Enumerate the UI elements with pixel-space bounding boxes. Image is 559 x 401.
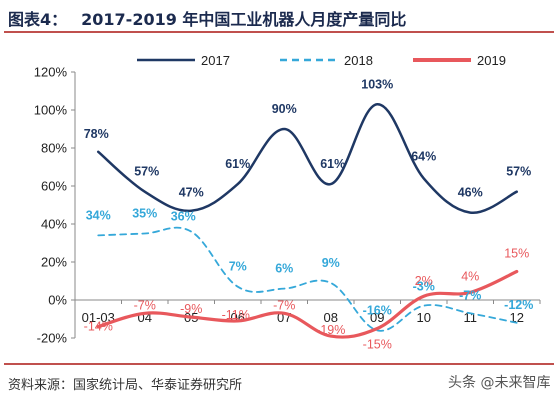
figure-title-text: 2017-2019 年中国工业机器人月度产量同比	[81, 10, 407, 29]
figure-title: 图表4： 2017-2019 年中国工业机器人月度产量同比	[8, 6, 406, 30]
data-label-2017: 47%	[179, 186, 204, 200]
y-tick-label: 0%	[48, 293, 67, 308]
data-label-2017: 61%	[225, 157, 250, 171]
title-divider	[4, 31, 554, 33]
data-label-2019: 2%	[415, 274, 433, 288]
data-label-2018: 35%	[132, 207, 157, 221]
y-tick-label: 40%	[41, 217, 67, 232]
data-label-2018: 9%	[322, 256, 340, 270]
data-label-2019: -15%	[363, 338, 392, 352]
x-tick-label: 11	[464, 310, 478, 325]
data-label-2018: -3%	[413, 280, 435, 294]
chart-axes: -20%0%20%40%60%80%100%120%01-03 04 05 06 07 0…	[34, 65, 541, 346]
data-label-2017: 46%	[458, 186, 483, 200]
x-tick-label: 08	[324, 310, 338, 325]
data-label-2017: 57%	[506, 165, 531, 179]
data-label-2017: 64%	[411, 149, 436, 163]
chart-legend: 2017 2018 2019	[137, 53, 506, 68]
series-line-2018	[97, 226, 518, 332]
data-label-2019: 15%	[504, 247, 529, 261]
legend-label-2019: 2019	[477, 53, 506, 68]
y-tick-label: 20%	[41, 255, 67, 270]
y-tick-label: 60%	[41, 179, 67, 194]
data-label-2017: 61%	[320, 157, 345, 171]
y-tick-label: -20%	[37, 331, 68, 346]
x-tick-label: 09	[370, 310, 384, 325]
data-label-2018: -12%	[504, 298, 533, 312]
footer-divider	[4, 363, 554, 365]
series-line-2017	[97, 103, 518, 214]
data-label-2018: 6%	[275, 262, 293, 276]
data-label-2017: 57%	[134, 165, 159, 179]
legend-label-2018: 2018	[344, 53, 373, 68]
data-label-2017: 103%	[361, 77, 393, 91]
source-note: 资料来源：国家统计局、华泰证券研究所	[8, 378, 243, 393]
data-label-2018: -7%	[459, 288, 481, 302]
data-label-2019: -9%	[180, 302, 202, 316]
y-tick-label: 100%	[34, 103, 68, 118]
data-label-2019: -19%	[316, 323, 345, 337]
data-label-2018: 7%	[229, 260, 247, 274]
data-label-2017: 90%	[272, 102, 297, 116]
y-tick-label: 120%	[34, 65, 68, 80]
series-line-2019	[96, 269, 519, 339]
x-tick-label: 10	[417, 310, 431, 325]
data-label-2019: -11%	[222, 308, 250, 322]
data-label-2018: 36%	[171, 210, 196, 224]
figure-number: 图表4：	[8, 10, 68, 29]
data-label-2019: -14%	[84, 320, 113, 334]
data-label-2017: 78%	[84, 127, 109, 141]
data-label-2018: -16%	[363, 303, 392, 317]
data-label-2019: 4%	[461, 269, 479, 283]
x-tick-label: 01-03	[82, 310, 115, 325]
data-label-2019: -7%	[273, 298, 295, 312]
chart-lines	[96, 103, 519, 339]
data-label-2018: 34%	[86, 208, 111, 222]
watermark: 头条 @未来智库	[448, 375, 551, 391]
chart-data-labels: 78% 57% 47% 61% 90% 61% 103% 64% 46% 57% 34% 35% 36%…	[84, 77, 534, 351]
legend-label-2017: 2017	[201, 53, 230, 68]
data-label-2019: -7%	[134, 298, 156, 312]
y-tick-label: 80%	[41, 141, 67, 156]
